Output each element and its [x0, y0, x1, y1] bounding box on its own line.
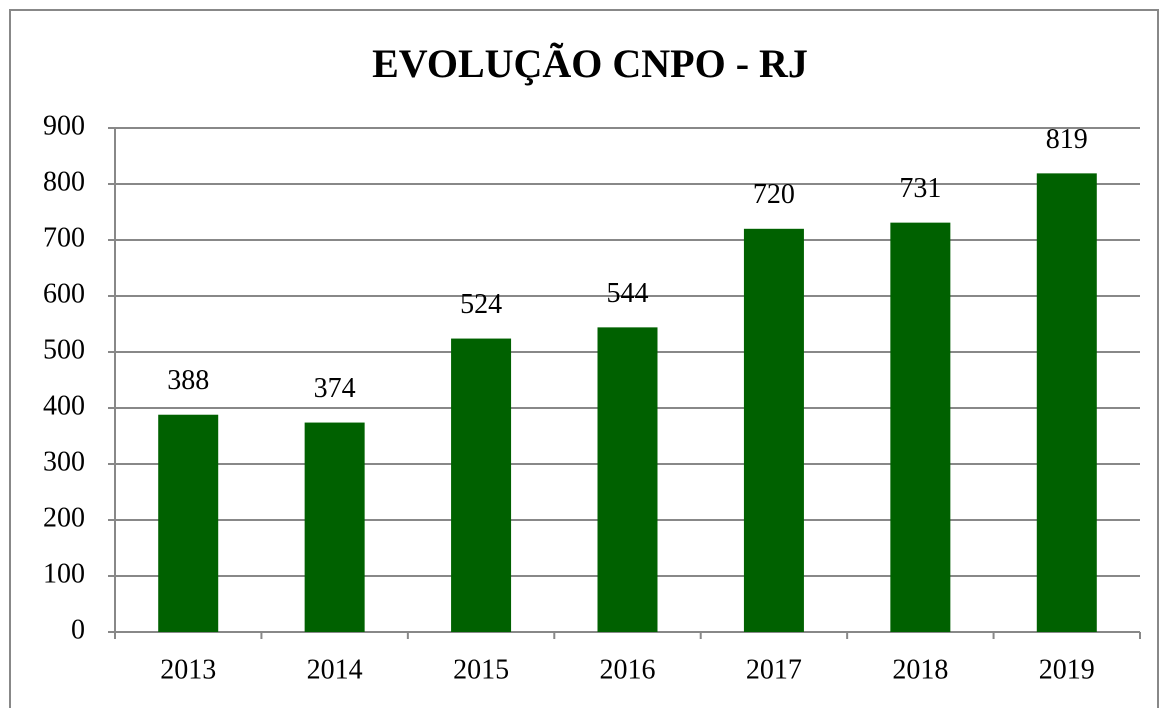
data-label: 544 — [607, 278, 649, 309]
chart-title: EVOLUÇÃO CNPO - RJ — [372, 41, 808, 86]
y-tick-label: 500 — [43, 334, 85, 365]
x-tick-label: 2018 — [892, 654, 948, 685]
bar — [304, 422, 365, 632]
bar — [451, 338, 512, 632]
data-label: 374 — [314, 373, 356, 404]
bar — [158, 414, 219, 632]
x-tick-label: 2019 — [1039, 654, 1095, 685]
y-tick-label: 100 — [43, 558, 85, 589]
bar — [743, 228, 804, 633]
y-tick-label: 600 — [43, 278, 85, 309]
x-tick-label: 2016 — [600, 654, 656, 685]
x-tick-label: 2017 — [746, 654, 802, 685]
y-tick-label: 900 — [43, 110, 85, 141]
data-label: 731 — [899, 173, 941, 204]
data-label: 388 — [167, 365, 209, 396]
data-label: 720 — [753, 179, 795, 210]
y-tick-label: 200 — [43, 502, 85, 533]
x-tick-label: 2014 — [307, 654, 363, 685]
x-tick-label: 2015 — [453, 654, 509, 685]
x-tick-label: 2013 — [160, 654, 216, 685]
y-tick-label: 300 — [43, 446, 85, 477]
y-tick-label: 0 — [71, 614, 85, 645]
bar — [1036, 173, 1097, 633]
y-tick-label: 400 — [43, 390, 85, 421]
bar — [597, 327, 658, 632]
data-label: 819 — [1046, 124, 1088, 155]
data-label: 524 — [460, 289, 502, 320]
chart-frame — [9, 9, 1159, 708]
y-tick-label: 800 — [43, 166, 85, 197]
y-tick-label: 700 — [43, 222, 85, 253]
bar — [890, 222, 951, 632]
